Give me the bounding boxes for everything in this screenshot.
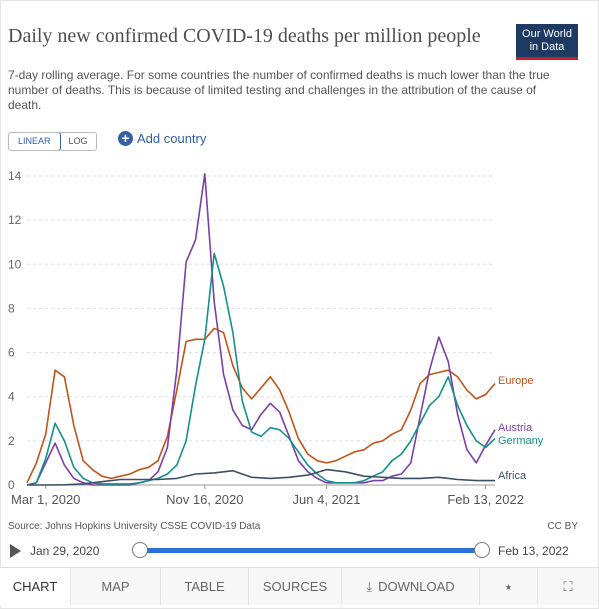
y-axis-ticks: 0 2 4 6 8 10 12 14 [8,169,22,492]
y-tick-label: 14 [8,169,22,183]
log-scale-button[interactable]: LOG [60,133,96,150]
timeline-end-handle[interactable] [474,542,490,558]
chart-title: Daily new confirmed COVID-19 deaths per … [8,25,481,47]
grid-lines [27,175,495,486]
share-icon: ⭑ [504,578,513,594]
timeline-start-handle[interactable] [132,542,148,558]
fullscreen-button[interactable]: ⛶ [538,568,598,605]
tab-table[interactable]: TABLE [161,568,249,605]
timeline-end-label: Feb 13, 2022 [498,544,569,558]
plus-circle-icon: + [118,131,133,146]
series-line-austria[interactable] [26,173,496,486]
tab-bar: CHART MAP TABLE SOURCES ⤓ DOWNLOAD ⭑ ⛶ [0,567,599,605]
add-country-button[interactable]: + Add country [118,131,206,146]
y-tick-label: 4 [8,390,15,404]
owid-logo[interactable]: Our World in Data [516,24,578,60]
series-lines [26,173,496,486]
tab-sources[interactable]: SOURCES [249,568,342,605]
scale-toggle: LINEAR LOG [8,132,97,151]
y-tick-label: 6 [8,346,15,360]
logo-line-1: Our World [522,28,572,40]
timeline: Jan 29, 2020 Feb 13, 2022 [0,538,599,564]
series-line-europe[interactable] [26,327,496,484]
play-icon[interactable] [10,544,21,558]
y-tick-label: 10 [8,257,22,271]
line-chart: 0 2 4 6 8 10 12 14 Mar 1, 2020 Nov 16, 2020 Jun 4… [8,169,544,507]
series-line-africa[interactable] [27,468,495,486]
y-tick-label: 0 [8,478,15,492]
legend-label-austria[interactable]: Austria [498,422,533,434]
legend-label-africa[interactable]: Africa [498,470,527,482]
chart-subtitle: 7-day rolling average. For some countrie… [8,68,550,112]
tab-download-label: DOWNLOAD [378,579,455,594]
source-note[interactable]: Source: Johns Hopkins University CSSE CO… [8,521,261,532]
timeline-track[interactable] [140,548,482,553]
x-tick-label: Mar 1, 2020 [11,492,80,507]
expand-icon: ⛶ [563,578,573,594]
y-tick-label: 12 [8,213,22,227]
tab-chart[interactable]: CHART [0,568,71,605]
x-tick-label: Feb 13, 2022 [447,492,524,507]
share-button[interactable]: ⭑ [480,568,538,605]
tab-map[interactable]: MAP [71,568,161,605]
y-tick-label: 8 [8,301,15,315]
add-country-label: Add country [137,131,207,146]
x-tick-label: Nov 16, 2020 [166,492,243,507]
timeline-start-label: Jan 29, 2020 [30,544,100,558]
license-label[interactable]: CC BY [547,521,578,532]
legend-label-germany[interactable]: Germany [498,435,544,447]
x-tick-label: Jun 4, 2021 [293,492,361,507]
linear-scale-button[interactable]: LINEAR [8,133,61,150]
legend-label-europe[interactable]: Europe [498,375,533,387]
logo-line-2: in Data [529,41,565,53]
download-icon: ⤓ [366,578,373,594]
x-axis-ticks: Mar 1, 2020 Nov 16, 2020 Jun 4, 2021 Feb 13… [11,485,524,507]
tab-download[interactable]: ⤓ DOWNLOAD [342,568,480,605]
series-line-germany[interactable] [26,252,496,486]
y-tick-label: 2 [8,434,15,448]
